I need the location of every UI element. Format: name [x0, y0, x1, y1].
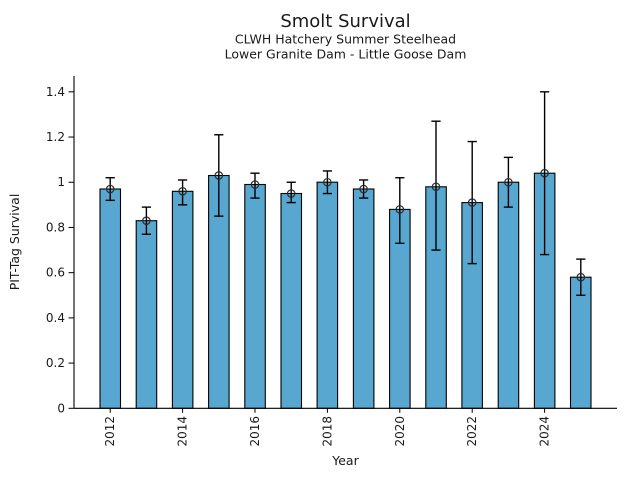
- marker-circle-2024: [540, 168, 549, 178]
- y-tick-label-0: 0: [57, 401, 65, 415]
- x-tick-label-2022: 2022: [465, 416, 479, 447]
- marker-circle-2023: [504, 177, 513, 187]
- marker-circle-2014: [178, 186, 187, 196]
- bar-2025: [569, 276, 592, 409]
- y-tick-label-0.4: 0.4: [46, 311, 65, 325]
- plot-area: 0 0.2 0.4 0.6 0.8 1 1.2 1.4 2012 2014 2016 2018 2020…: [46, 76, 617, 447]
- x-tick-label-2020: 2020: [393, 416, 407, 447]
- y-tick-label-0.2: 0.2: [46, 356, 65, 370]
- y-axis-label: PIT-Tag Survival: [7, 194, 22, 291]
- x-axis-label: Year: [331, 453, 359, 468]
- bar-2016: [244, 183, 266, 409]
- x-tick-label-2024: 2024: [538, 416, 552, 447]
- bar-2017: [280, 192, 303, 409]
- y-tick-label-1.4: 1.4: [46, 85, 65, 99]
- bar-2014: [171, 190, 194, 409]
- bar-2023: [497, 181, 520, 409]
- marker-circle-2022: [467, 198, 477, 207]
- marker-circle-2015: [214, 171, 224, 180]
- marker-circle-2020: [395, 205, 405, 214]
- x-tick-label-2016: 2016: [248, 416, 262, 447]
- y-tick-label-0.8: 0.8: [46, 220, 65, 234]
- y-tick-label-1.2: 1.2: [46, 130, 65, 144]
- x-tick-label-2018: 2018: [320, 416, 334, 447]
- marker-circle-2025: [576, 272, 586, 282]
- bar-2013: [135, 220, 158, 409]
- bar-2018: [316, 181, 339, 409]
- marker-circle-2021: [431, 182, 441, 192]
- x-tick-label-2014: 2014: [176, 416, 190, 447]
- bar-2019: [352, 188, 375, 409]
- bar-2012: [99, 188, 122, 409]
- y-tick-label-0.6: 0.6: [46, 266, 65, 280]
- x-tick-label-2012: 2012: [103, 416, 117, 447]
- chart-subtitle-line1: CLWH Hatchery Summer Steelhead: [235, 32, 456, 47]
- marker-circle-2019: [359, 184, 368, 194]
- marker-circle-2016: [250, 180, 260, 189]
- y-tick-label-1: 1: [57, 175, 65, 189]
- marker-circle-2018: [323, 177, 332, 187]
- marker-circle-2013: [142, 216, 151, 225]
- marker-circle-2012: [105, 184, 115, 194]
- chart-subtitle-line2: Lower Granite Dam - Little Goose Dam: [225, 47, 467, 62]
- chart-title: Smolt Survival: [280, 11, 410, 32]
- marker-circle-2017: [286, 189, 296, 198]
